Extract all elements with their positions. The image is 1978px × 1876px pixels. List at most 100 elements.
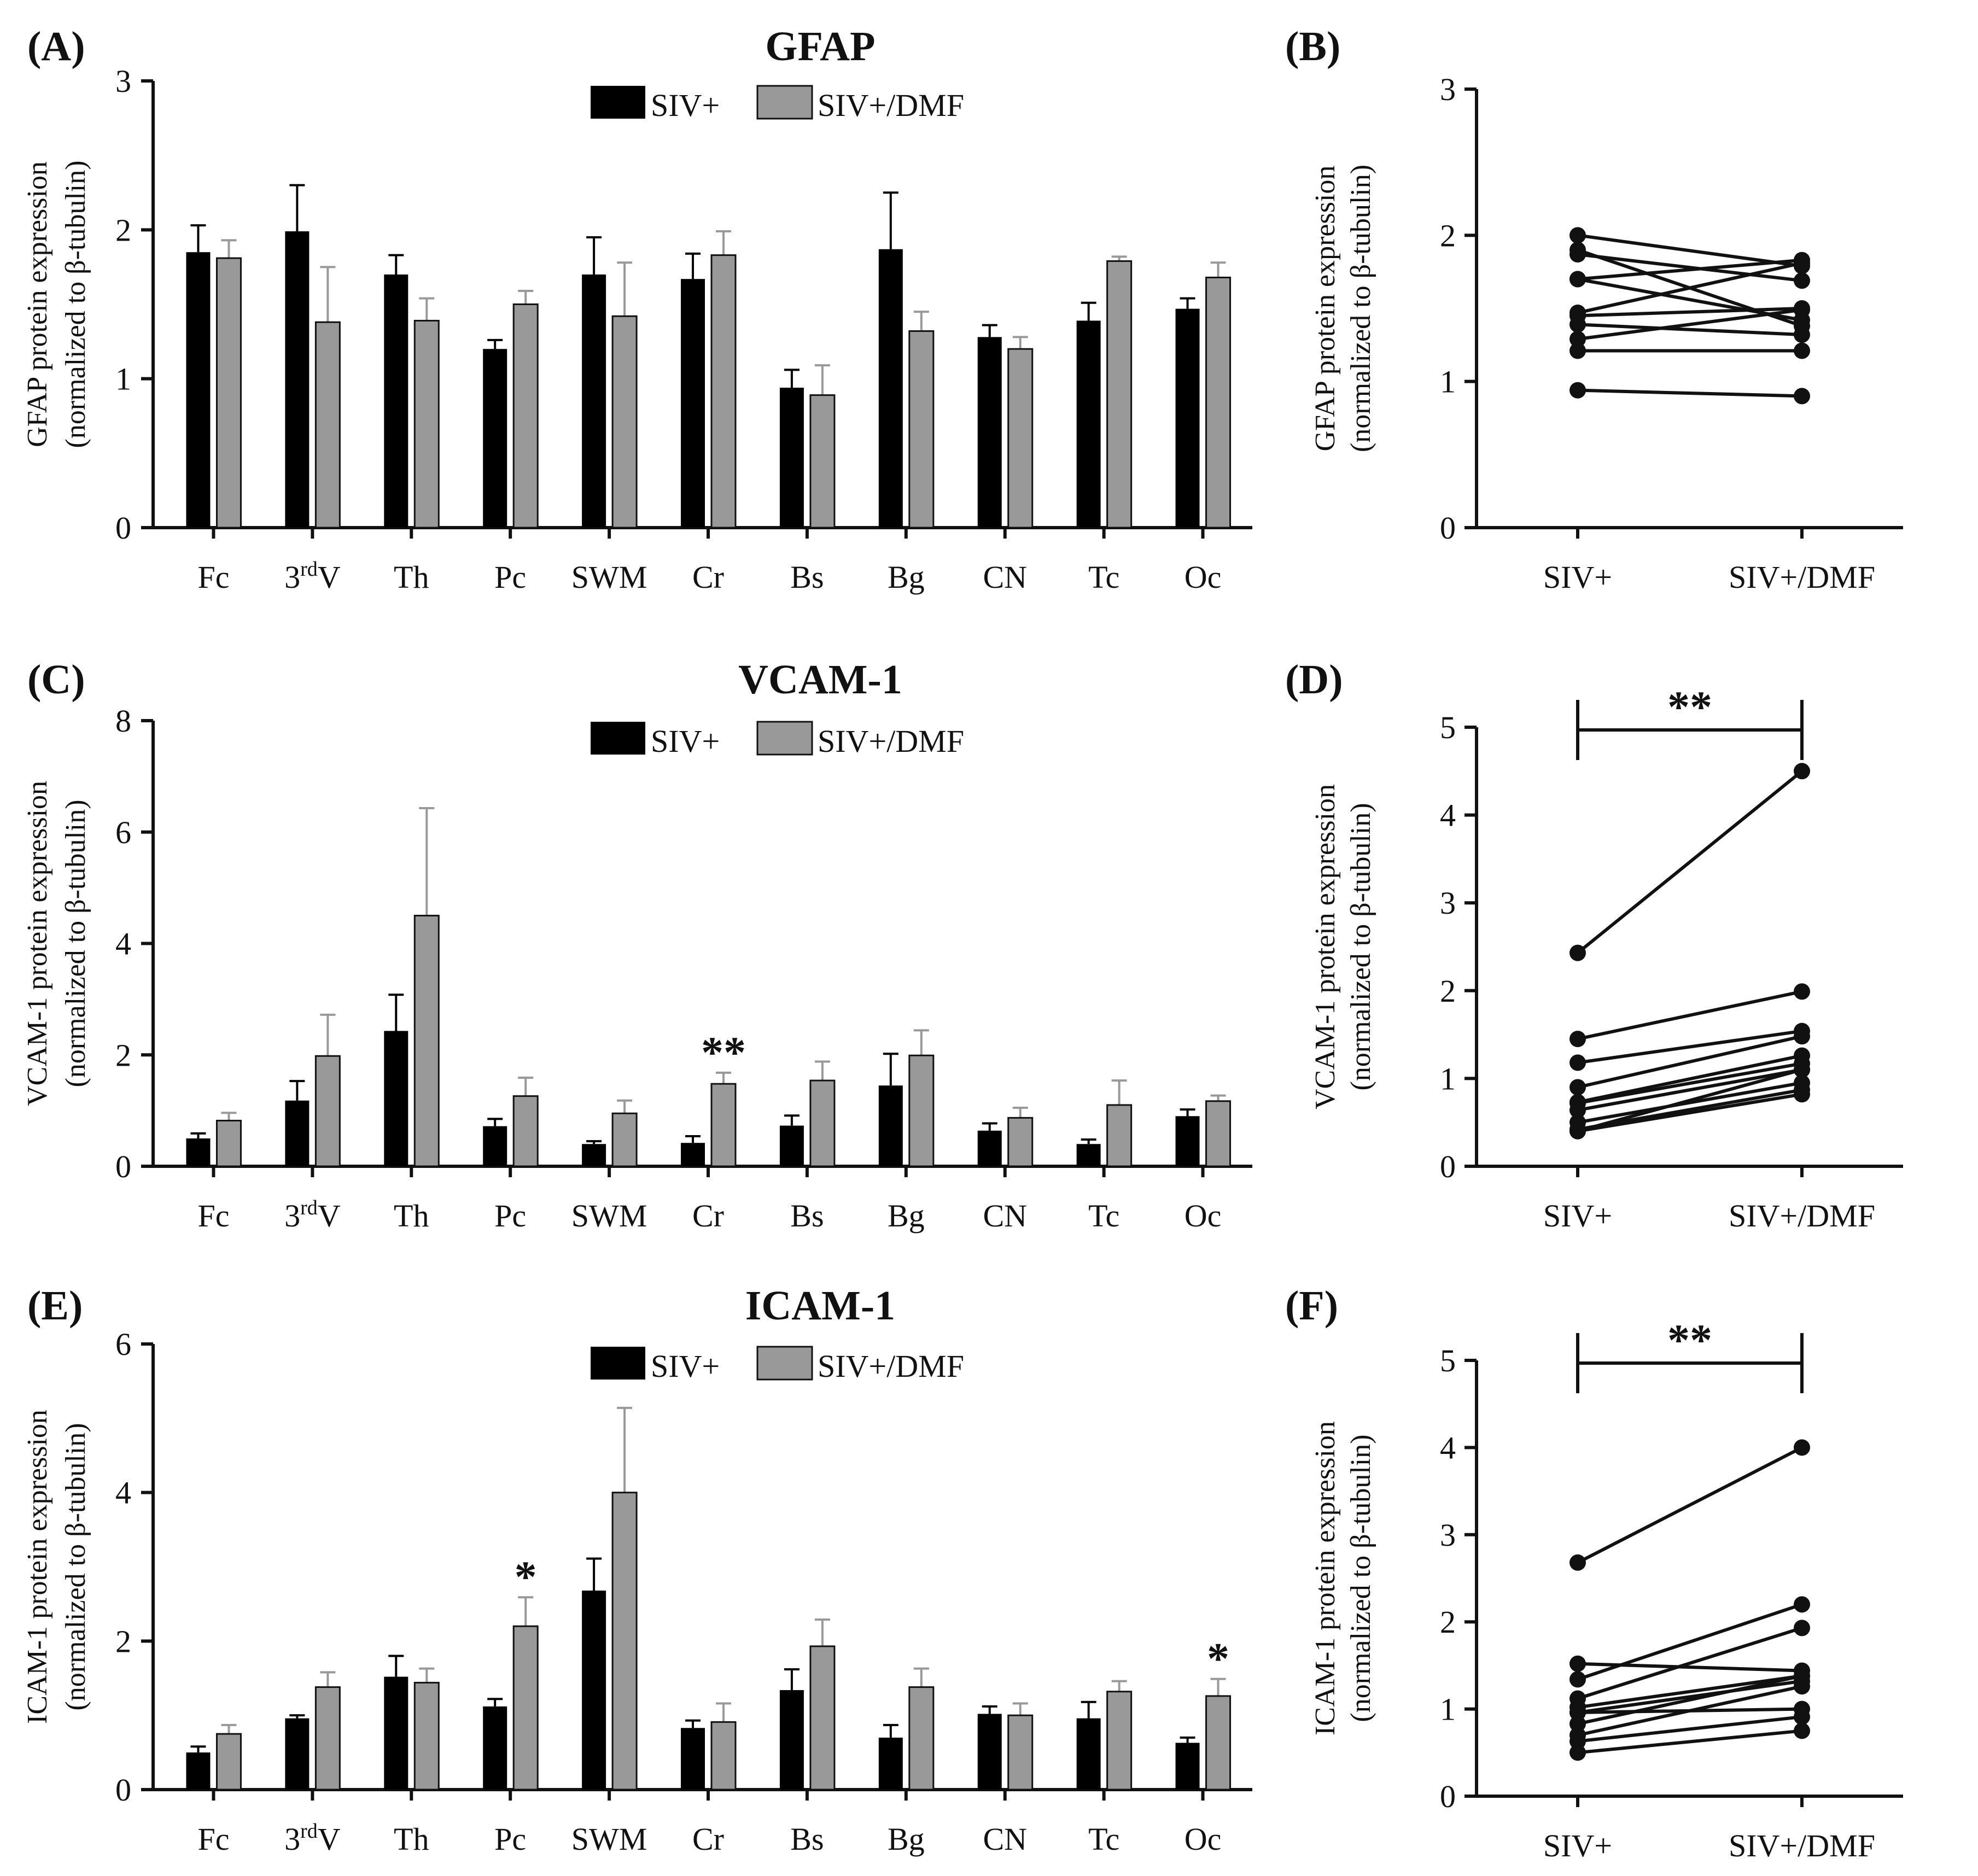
paired-line bbox=[1577, 1062, 1802, 1105]
data-point-siv bbox=[1569, 331, 1586, 348]
y-tick-label: 1 bbox=[1440, 1692, 1456, 1727]
paired-line bbox=[1577, 769, 1803, 955]
data-point-siv bbox=[1569, 1655, 1586, 1672]
panel-label: (D) bbox=[1285, 657, 1343, 703]
y-axis-title: ICAM-1 protein expression bbox=[22, 1410, 53, 1724]
legend-swatch-siv bbox=[591, 1347, 645, 1380]
bar-siv bbox=[285, 231, 310, 528]
bar-siv bbox=[779, 1125, 804, 1166]
bar-siv-dmf bbox=[413, 319, 440, 529]
data-point-siv bbox=[1569, 316, 1586, 333]
bar-siv bbox=[1175, 308, 1200, 528]
y-axis-title: VCAM-1 protein expression bbox=[22, 781, 53, 1106]
data-point-siv-dmf bbox=[1794, 272, 1810, 289]
y-tick-label: 3 bbox=[115, 63, 131, 99]
bar-siv-dmf bbox=[1007, 348, 1034, 529]
y-tick-label: 5 bbox=[1440, 1343, 1456, 1378]
x-tick-label: SIV+/DMF bbox=[1729, 1828, 1875, 1863]
y-tick-label: 1 bbox=[1440, 1061, 1456, 1096]
y-tick-label: 4 bbox=[1440, 1430, 1456, 1465]
y-tick-label: 3 bbox=[1440, 72, 1456, 107]
x-tick-label: SIV+/DMF bbox=[1729, 1198, 1875, 1234]
bar-siv-dmf bbox=[215, 1733, 242, 1791]
bar-siv-dmf bbox=[710, 1721, 737, 1791]
bar-siv-dmf bbox=[1106, 260, 1133, 529]
data-point-siv-dmf bbox=[1794, 1086, 1810, 1103]
y-tick-label: 4 bbox=[115, 1475, 131, 1511]
x-tick-label: Bg bbox=[888, 1821, 925, 1857]
y-axis-subtitle: (normalized to β-tubulin) bbox=[1345, 165, 1376, 452]
data-point-siv bbox=[1569, 227, 1586, 244]
paired-line bbox=[1577, 1081, 1802, 1124]
bar-siv-dmf bbox=[908, 330, 935, 529]
y-axis-title: VCAM-1 protein expression bbox=[1310, 784, 1341, 1109]
data-point-siv-dmf bbox=[1794, 1678, 1810, 1695]
y-tick-label: 0 bbox=[1440, 1149, 1456, 1184]
paired-line bbox=[1577, 388, 1802, 398]
bar-siv bbox=[878, 1085, 903, 1166]
y-tick-label: 2 bbox=[1440, 1604, 1456, 1640]
bar-siv bbox=[681, 1728, 705, 1790]
x-tick-label: Oc bbox=[1185, 559, 1222, 595]
bar-siv bbox=[582, 1590, 606, 1790]
bar-siv-dmf bbox=[809, 1079, 836, 1167]
bar-siv bbox=[285, 1718, 310, 1790]
x-tick-label: 3rdV bbox=[284, 1820, 341, 1857]
data-point-siv bbox=[1569, 1123, 1586, 1139]
paired-line bbox=[1577, 1626, 1802, 1700]
legend-swatch-siv-dmf bbox=[756, 721, 813, 756]
paired-line bbox=[1577, 1603, 1802, 1681]
y-axis-subtitle: (normalized to β-tubulin) bbox=[60, 160, 91, 448]
bar-siv-dmf bbox=[1106, 1691, 1133, 1791]
data-point-siv-dmf bbox=[1794, 1620, 1810, 1637]
significance-marker: ** bbox=[701, 1027, 746, 1077]
legend-label: SIV+/DMF bbox=[818, 1348, 964, 1384]
significance-marker: ** bbox=[1667, 1315, 1712, 1365]
x-tick-label: Bs bbox=[790, 559, 824, 595]
bar-siv bbox=[186, 1752, 211, 1790]
bar-siv-dmf bbox=[1007, 1117, 1034, 1167]
chart-title: ICAM-1 bbox=[745, 1283, 895, 1329]
bar-siv bbox=[285, 1100, 310, 1166]
y-tick-label: 0 bbox=[115, 1149, 131, 1184]
bar-siv-dmf bbox=[314, 321, 341, 529]
data-point-siv-dmf bbox=[1794, 326, 1810, 343]
y-tick-label: 2 bbox=[115, 1037, 131, 1073]
bar-siv-dmf bbox=[611, 315, 638, 529]
panel-label: (B) bbox=[1285, 24, 1340, 69]
x-tick-label: Oc bbox=[1185, 1198, 1222, 1234]
bar-siv bbox=[384, 1031, 409, 1166]
x-tick-label: Cr bbox=[692, 1821, 724, 1857]
data-point-siv bbox=[1569, 1102, 1586, 1119]
x-tick-label: CN bbox=[983, 559, 1027, 595]
significance-marker: ** bbox=[1667, 682, 1712, 732]
y-axis-title: GFAP protein expression bbox=[1310, 166, 1341, 452]
paired-line bbox=[1577, 1679, 1802, 1714]
y-tick-label: 2 bbox=[1440, 218, 1456, 253]
data-point-siv bbox=[1569, 246, 1586, 263]
paired-line bbox=[1577, 1685, 1802, 1737]
bar-siv bbox=[779, 1690, 804, 1790]
x-tick-label: Bs bbox=[790, 1198, 824, 1234]
x-tick-label: SIV+ bbox=[1543, 1828, 1612, 1863]
legend-swatch-siv bbox=[591, 722, 645, 755]
bar-siv bbox=[1076, 320, 1101, 528]
paired-line bbox=[1577, 258, 1802, 281]
bar-siv-dmf bbox=[809, 1645, 836, 1791]
data-point-siv bbox=[1569, 1744, 1586, 1761]
bar-siv-dmf bbox=[710, 254, 737, 529]
x-tick-label: Fc bbox=[197, 1821, 229, 1857]
x-tick-label: SIV+/DMF bbox=[1729, 559, 1875, 595]
legend-swatch-siv bbox=[591, 86, 645, 119]
bar-siv bbox=[582, 274, 606, 528]
data-point-siv bbox=[1569, 271, 1586, 288]
y-tick-label: 0 bbox=[115, 510, 131, 546]
y-axis-subtitle: (normalized to β-tubulin) bbox=[60, 799, 91, 1087]
y-axis-title: ICAM-1 protein expression bbox=[1310, 1421, 1341, 1735]
x-tick-label: Pc bbox=[494, 559, 526, 595]
bar-siv bbox=[1175, 1116, 1200, 1166]
data-point-siv bbox=[1569, 1054, 1586, 1071]
bar-siv-dmf bbox=[710, 1083, 737, 1167]
data-point-siv bbox=[1569, 1715, 1586, 1732]
